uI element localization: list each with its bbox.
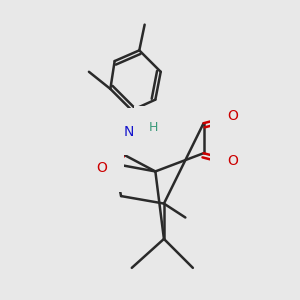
Text: O: O bbox=[227, 109, 238, 123]
Text: N: N bbox=[123, 125, 134, 139]
Text: H: H bbox=[148, 121, 158, 134]
Text: O: O bbox=[96, 161, 107, 175]
Text: O: O bbox=[227, 154, 238, 168]
